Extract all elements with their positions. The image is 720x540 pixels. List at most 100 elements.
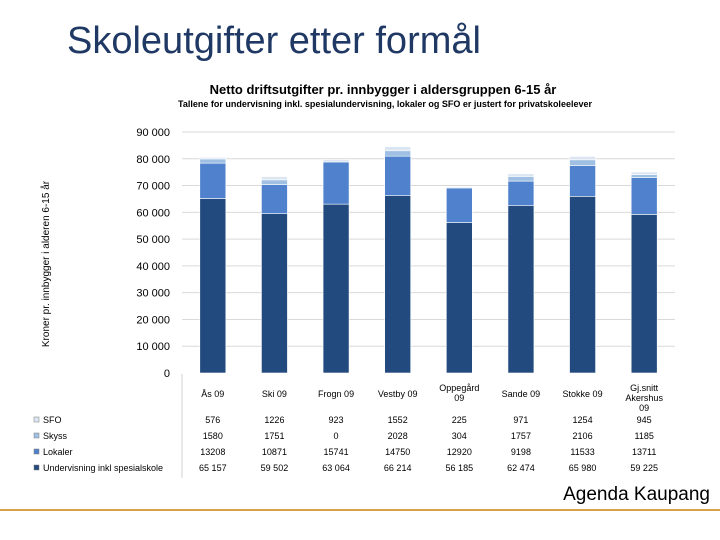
bar-segment — [261, 179, 288, 185]
bar-segment — [322, 203, 350, 374]
table-value: 2106 — [573, 431, 593, 441]
table-value: 65 157 — [199, 463, 227, 473]
legend-swatch — [33, 464, 40, 471]
bar-segment — [446, 186, 473, 188]
bar-segment — [630, 177, 658, 215]
table-value: 2028 — [388, 431, 408, 441]
table-value: 56 185 — [446, 463, 474, 473]
y-tick-label: 20 000 — [136, 314, 170, 326]
x-category-label: Stokke 09 — [563, 389, 603, 399]
bar-segment — [384, 195, 411, 374]
table-value: 1757 — [511, 431, 531, 441]
y-tick-label: 30 000 — [136, 288, 170, 300]
x-category-label: Gj.snitt Akershus 09 — [625, 383, 663, 413]
chart-subtitle: Tallene for undervisning inkl. spesialun… — [178, 99, 592, 109]
x-category-label: Sande 09 — [502, 389, 541, 399]
table-value: 225 — [452, 415, 467, 425]
bar-segment — [630, 171, 658, 175]
table-value: 10871 — [262, 447, 287, 457]
x-category-label: Ski 09 — [262, 389, 287, 399]
table-value: 1254 — [573, 415, 593, 425]
y-tick-label: 50 000 — [136, 234, 170, 246]
bar-segment — [630, 174, 658, 178]
x-category-label: Ås 09 — [201, 389, 224, 399]
table-value: 1552 — [388, 415, 408, 425]
legend-swatch — [33, 416, 40, 423]
legend-swatch — [33, 432, 40, 439]
bar-segment — [322, 161, 350, 205]
bar-segment — [384, 146, 411, 152]
legend-label: SFO — [43, 415, 62, 425]
y-tick-label: 90 000 — [136, 127, 170, 139]
bar-segment — [199, 158, 227, 164]
bar-segment — [261, 184, 288, 214]
legend-swatch — [33, 448, 40, 455]
bar-segment — [384, 155, 411, 196]
table-value: 14750 — [385, 447, 410, 457]
table-value: 66 214 — [384, 463, 412, 473]
legend-label: Skyss — [43, 431, 68, 441]
y-tick-label: 80 000 — [136, 154, 170, 166]
table-value: 13711 — [632, 447, 656, 457]
data-table: SFO 576 1226 923 1552 225 971 1254 945 Skyss 1580 1… — [33, 374, 658, 478]
bar-segment — [569, 159, 596, 166]
table-value: 1580 — [203, 431, 223, 441]
table-value: 971 — [513, 415, 528, 425]
table-value: 1226 — [264, 415, 284, 425]
footer-text: Agenda Kaupang — [563, 484, 710, 505]
bar-segment — [322, 159, 350, 163]
bar-segment — [446, 187, 473, 223]
bar-segment — [569, 156, 596, 161]
bar-segment — [569, 196, 596, 374]
y-tick-labels: 0 10 000 20 000 30 000 40 000 50 000 60 000 70 … — [136, 127, 170, 380]
chart-title: Netto driftsutgifter pr. innbygger i ald… — [210, 82, 557, 97]
x-category-label: Frogn 09 — [318, 389, 354, 399]
bar-segment — [507, 176, 535, 182]
bar-segment — [261, 176, 288, 181]
bar-segment — [630, 214, 658, 374]
bar-segment — [199, 198, 227, 374]
table-value: 11533 — [570, 447, 594, 457]
x-category-label: Vestby 09 — [378, 389, 418, 399]
table-value: 13208 — [200, 447, 225, 457]
table-value: 63 064 — [322, 463, 350, 473]
table-value: 59 225 — [630, 463, 658, 473]
bar-segment — [446, 222, 473, 374]
y-tick-label: 10 000 — [136, 341, 170, 353]
bar-segment — [507, 180, 535, 207]
bar-segment — [569, 165, 596, 197]
bar-segment — [507, 173, 535, 177]
bars — [199, 146, 658, 374]
table-value: 304 — [452, 431, 467, 441]
table-value: 945 — [637, 415, 652, 425]
y-tick-label: 60 000 — [136, 207, 170, 219]
y-tick-label: 40 000 — [136, 261, 170, 273]
y-axis-label: Kroner pr. innbygger i alderen 6-15 år — [40, 180, 52, 347]
table-value: 12920 — [447, 447, 472, 457]
x-category-label: Oppegård 09 — [439, 383, 479, 403]
bar-segment — [199, 162, 227, 199]
legend-label: Undervisning inkl spesialskole — [43, 463, 163, 473]
bar-segment — [507, 205, 535, 374]
y-tick-label: 0 — [164, 368, 170, 380]
table-value: 15741 — [324, 447, 349, 457]
x-category-labels: Ås 09 Ski 09 Frogn 09 Vestby 09 Oppegård 09 Sa… — [201, 383, 663, 413]
bar-segment — [199, 157, 227, 160]
table-value: 59 502 — [261, 463, 289, 473]
footer-line — [0, 509, 720, 511]
table-value: 0 — [334, 431, 339, 441]
table-value: 62 474 — [507, 463, 535, 473]
table-value: 576 — [205, 415, 220, 425]
table-value: 9198 — [511, 447, 531, 457]
grid — [182, 131, 675, 347]
table-value: 65 980 — [569, 463, 597, 473]
table-value: 1185 — [635, 431, 654, 441]
y-tick-label: 70 000 — [136, 181, 170, 193]
bar-segment — [384, 150, 411, 157]
table-value: 923 — [329, 415, 344, 425]
slide-title: Skoleutgifter etter formål — [67, 20, 481, 62]
table-value: 1751 — [264, 431, 284, 441]
legend-label: Lokaler — [43, 447, 73, 457]
bar-segment — [261, 213, 288, 374]
